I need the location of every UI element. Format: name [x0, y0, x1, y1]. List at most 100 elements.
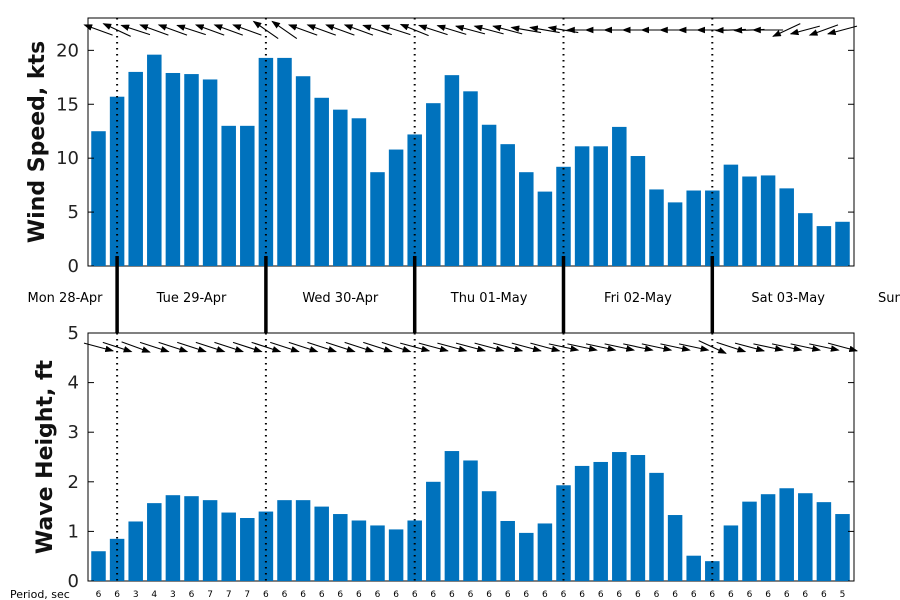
wave-bar [202, 500, 218, 581]
period-value: 6 [486, 590, 492, 600]
wind-direction-arrow [120, 24, 151, 36]
day-label: Tue 29-Apr [156, 291, 227, 306]
period-value: 7 [207, 590, 213, 600]
wave-direction-arrow [734, 342, 766, 353]
wave-bar [221, 512, 236, 581]
day-label: Sun [878, 291, 900, 306]
wind-bar [277, 57, 292, 267]
wind-bar [667, 202, 683, 266]
wave-direction-arrow [418, 342, 449, 353]
wave-direction-arrow [83, 342, 115, 353]
wave-panel: 0 1 2 3 4 5 Wave Height, ft [33, 323, 859, 592]
wind-bar [816, 226, 832, 266]
period-value: 6 [542, 590, 548, 600]
wave-direction-arrow [344, 341, 375, 353]
wave-bar [649, 472, 664, 581]
wind-bar [444, 75, 460, 267]
wind-bar [742, 176, 757, 266]
wave-bar [667, 515, 683, 581]
wind-direction-arrow [213, 24, 243, 36]
wave-direction-arrow [790, 343, 822, 352]
wave-direction-arrow [195, 341, 226, 353]
wind-direction-arrow [271, 20, 298, 40]
period-value: 6 [319, 590, 325, 600]
period-value: 6 [300, 590, 306, 600]
wind-direction-arrow [325, 24, 355, 36]
period-value: 6 [709, 590, 715, 600]
wave-bar [798, 493, 813, 581]
wave-bar [519, 532, 534, 581]
wave-bar [351, 520, 367, 581]
day-label: Sat 03-May [751, 291, 825, 306]
wind-bar [370, 172, 385, 266]
wind-bar [128, 71, 143, 266]
period-value: 6 [523, 590, 529, 600]
wave-ytick-label: 3 [68, 422, 79, 443]
wave-bars [91, 451, 850, 581]
wave-direction-arrow [698, 340, 727, 354]
period-value: 3 [133, 590, 139, 600]
wind-bar [760, 175, 776, 266]
wave-bar [463, 460, 478, 581]
wind-bar [649, 189, 664, 266]
wave-bar [705, 561, 720, 581]
wave-direction-arrow [270, 341, 300, 353]
wave-direction-arrow [753, 343, 784, 352]
wave-bar [370, 525, 385, 581]
wind-bar [500, 144, 515, 266]
wind-bar [407, 134, 422, 266]
wave-bar [184, 496, 199, 581]
period-value: 6 [747, 590, 753, 600]
wind-y-axis: 0 5 10 15 20 [56, 40, 854, 277]
period-value: 6 [616, 590, 622, 600]
wind-bar [147, 54, 162, 266]
wind-direction-arrow [789, 25, 820, 36]
wave-y-axis: 0 1 2 3 4 5 [68, 323, 854, 592]
wind-direction-arrow [194, 24, 225, 36]
period-value: 6 [821, 590, 827, 600]
wind-direction-arrow [473, 24, 504, 35]
period-value: 6 [672, 590, 678, 600]
wind-direction-arrow [252, 20, 279, 40]
wind-bar [295, 76, 311, 266]
wave-bar [612, 452, 627, 581]
wave-direction-arrow [251, 341, 282, 353]
wind-direction-arrows [83, 20, 858, 40]
wave-bar [388, 529, 404, 581]
wave-bar [128, 521, 143, 581]
wave-bar [574, 465, 590, 581]
wind-direction-arrow [826, 25, 858, 36]
wind-y-axis-label: Wind Speed, kts [25, 41, 50, 243]
period-value: 6 [728, 590, 734, 600]
wave-bar [444, 451, 460, 581]
wave-direction-arrow [437, 342, 468, 353]
wave-ytick-label: 2 [68, 472, 79, 493]
period-value: 6 [784, 590, 790, 600]
wave-direction-arrow [511, 342, 542, 353]
wind-panel: 0 5 10 15 20 Wind Speed, kts [25, 17, 858, 277]
wind-bar [184, 74, 199, 266]
wave-direction-arrow [678, 343, 710, 352]
wind-bar [221, 125, 236, 266]
wave-direction-arrow [214, 341, 245, 353]
period-value: 4 [151, 590, 157, 600]
wave-y-axis-label: Wave Height, ft [33, 359, 58, 554]
wave-bar [500, 520, 515, 581]
period-value: 6 [337, 590, 343, 600]
wind-bar [519, 172, 534, 266]
wave-direction-arrow [585, 343, 617, 352]
wind-ytick-label: 10 [56, 148, 79, 169]
wave-bar [816, 502, 832, 581]
period-value: 6 [579, 590, 585, 600]
wave-direction-arrow [641, 343, 673, 352]
wave-bar [481, 491, 497, 581]
period-value: 6 [598, 590, 604, 600]
wave-direction-arrow [102, 341, 133, 353]
wave-bar [165, 495, 181, 581]
wave-ytick-label: 1 [68, 521, 79, 542]
wave-bar [630, 455, 646, 581]
wind-direction-arrow [417, 24, 448, 36]
wind-direction-arrow [399, 23, 429, 37]
wave-bar [240, 518, 255, 581]
